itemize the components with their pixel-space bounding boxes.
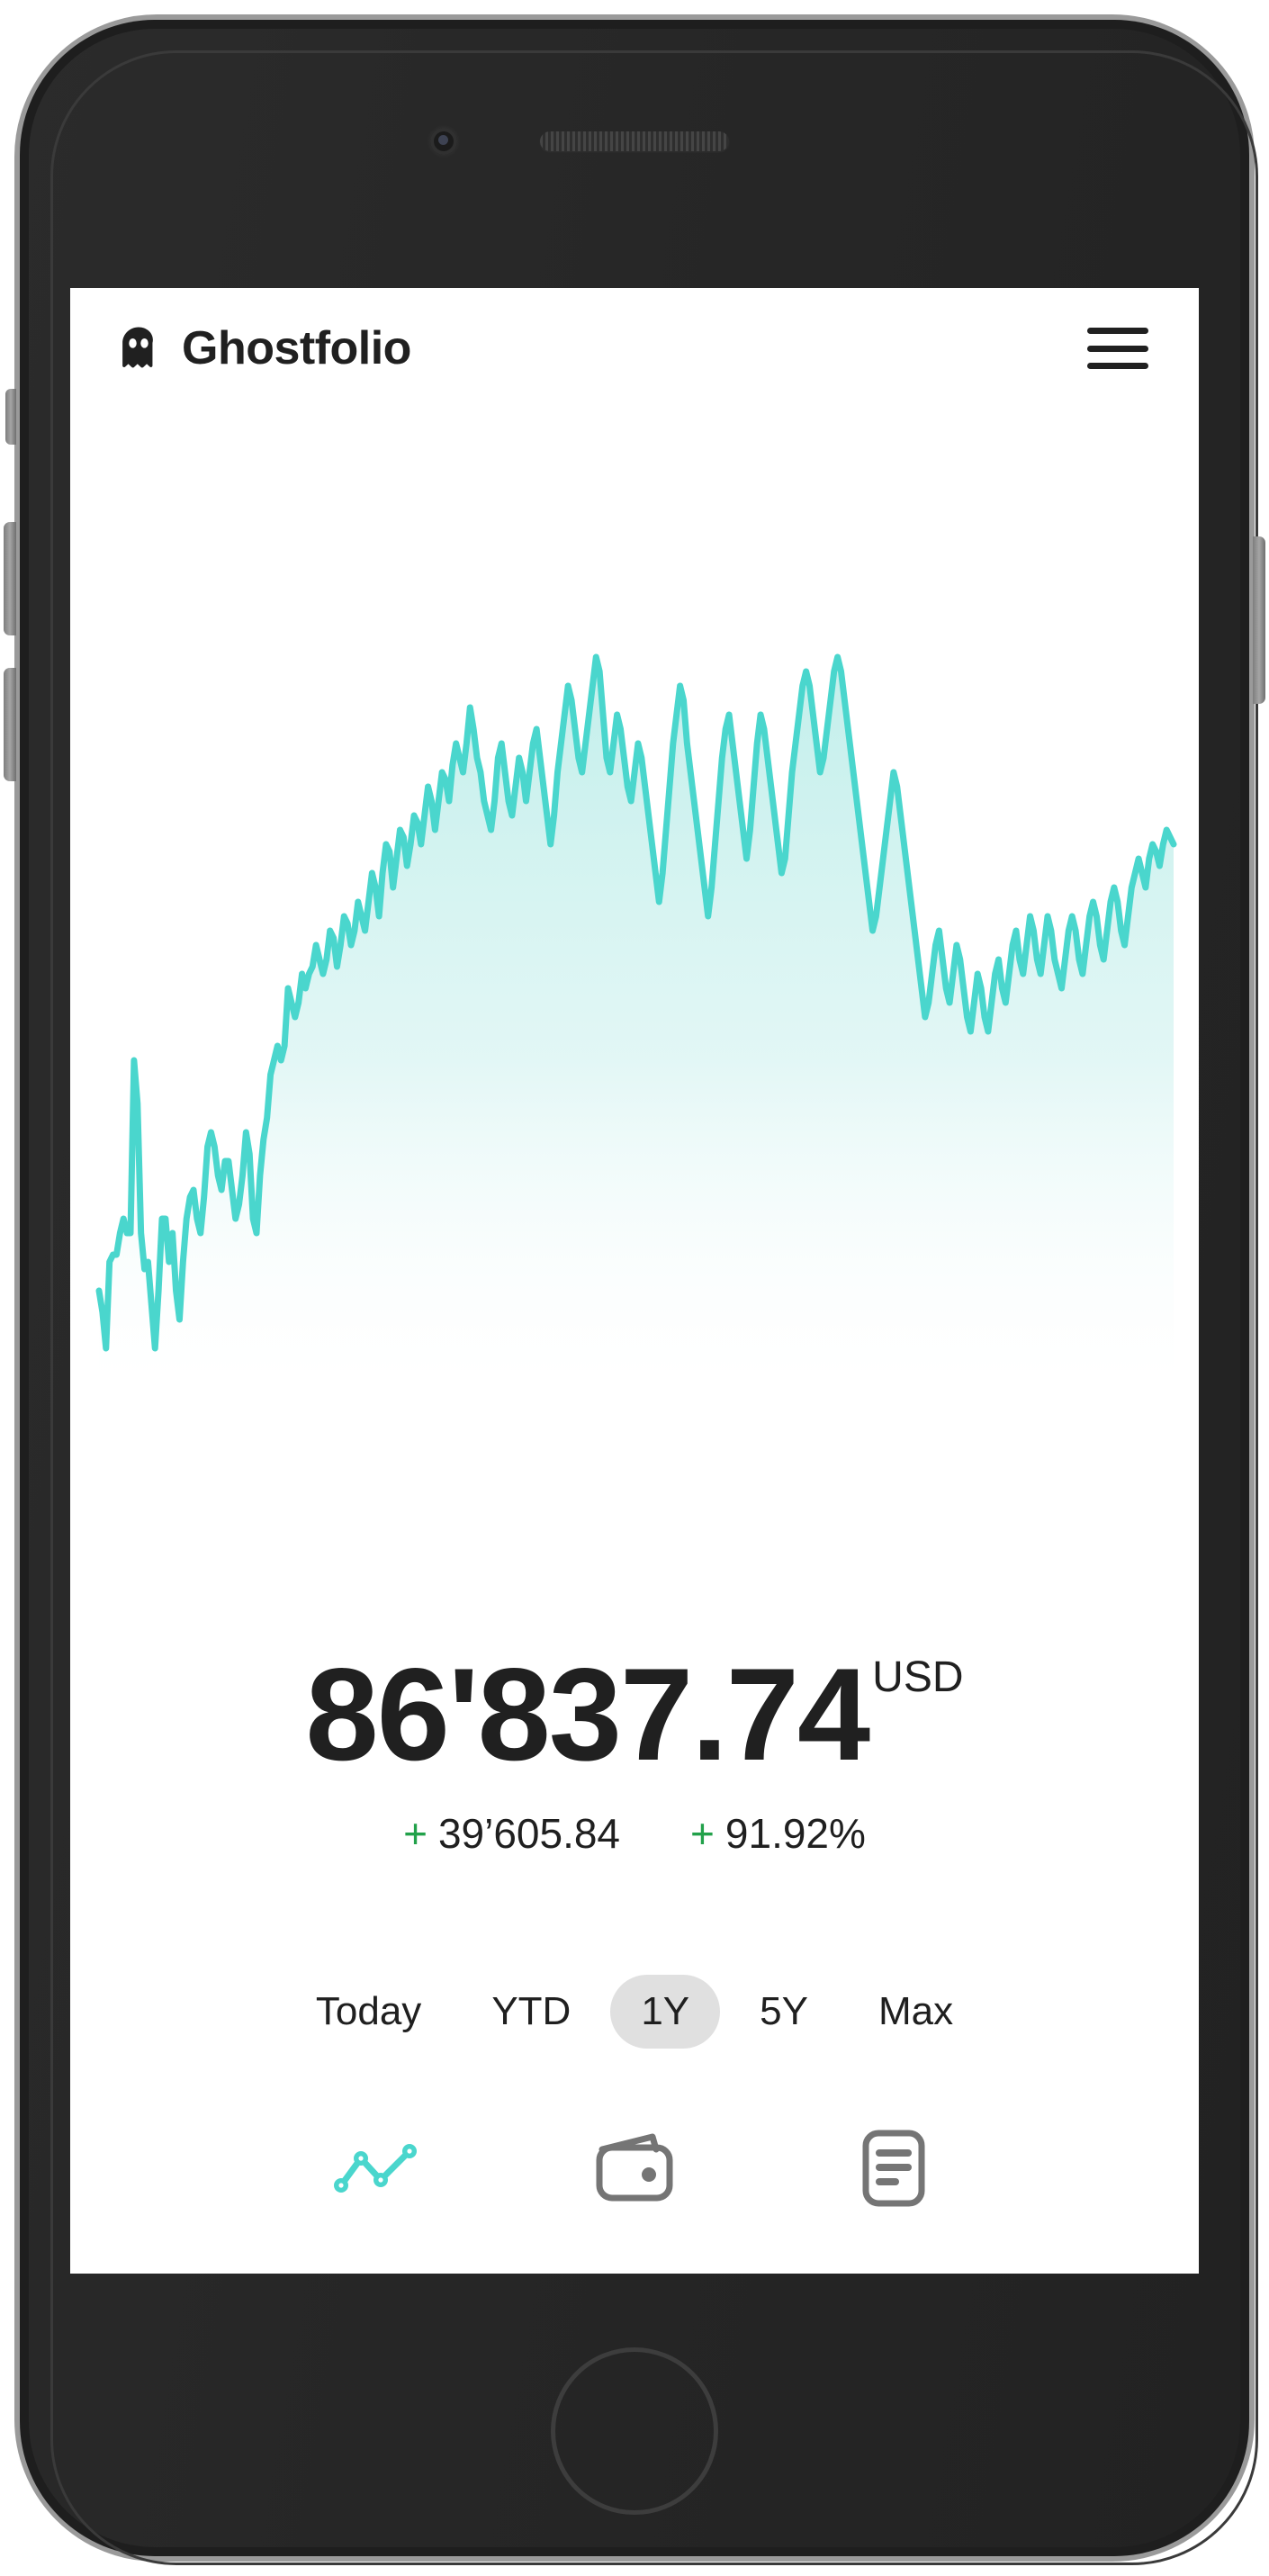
nav-item-overview[interactable] — [326, 2123, 425, 2213]
hamburger-bar-2 — [1087, 345, 1148, 352]
power-button[interactable] — [1253, 536, 1265, 704]
phone-inner-bezel — [50, 50, 1258, 2565]
chart-svg — [95, 653, 1177, 1386]
change-row: + 39’605.84 + 91.92% — [70, 1809, 1199, 1858]
value-row: 86'837.74 USD — [70, 1649, 1199, 1780]
nav-item-portfolio[interactable] — [585, 2123, 684, 2213]
portfolio-value: 86'837.74 — [305, 1641, 870, 1788]
tab-5y[interactable]: 5Y — [760, 1989, 808, 2033]
earpiece-speaker — [540, 131, 729, 151]
document-icon — [862, 2130, 925, 2207]
tab-1y[interactable]: 1Y — [610, 1975, 721, 2049]
volume-down-button[interactable] — [4, 668, 16, 781]
front-camera-icon — [430, 128, 457, 155]
ghost-icon — [122, 327, 153, 368]
tab-ytd[interactable]: YTD — [491, 1989, 572, 2033]
line-chart-icon — [334, 2144, 417, 2193]
nav-item-accounts[interactable] — [844, 2123, 943, 2213]
portfolio-performance-chart[interactable] — [70, 558, 1199, 1386]
wallet-icon — [596, 2133, 673, 2202]
absolute-change-sign: + — [403, 1810, 428, 1857]
absolute-change-value: 39’605.84 — [437, 1810, 621, 1857]
tab-today[interactable]: Today — [315, 1989, 422, 2033]
portfolio-value-block: 86'837.74 USD + 39’605.84 + 91.92% — [70, 1649, 1199, 1858]
hamburger-bar-1 — [1087, 328, 1148, 334]
brand-logo[interactable]: Ghostfolio — [115, 325, 411, 372]
tab-max[interactable]: Max — [878, 1989, 954, 2033]
app-header: Ghostfolio — [70, 288, 1199, 409]
volume-up-button[interactable] — [4, 522, 16, 635]
hamburger-bar-3 — [1087, 363, 1148, 369]
hamburger-menu-icon[interactable] — [1084, 320, 1152, 376]
silent-switch-button[interactable] — [5, 389, 16, 445]
phone-outer-bezel — [14, 14, 1255, 2562]
bottom-navigation — [70, 2101, 1199, 2236]
absolute-change: + 39’605.84 — [403, 1809, 620, 1858]
percent-change-sign: + — [690, 1810, 715, 1857]
percent-change-value: 91.92% — [724, 1810, 866, 1857]
date-range-tabs: Today YTD 1Y 5Y Max — [70, 1975, 1199, 2049]
home-button[interactable] — [551, 2347, 718, 2515]
brand-name: Ghostfolio — [182, 322, 411, 374]
percent-change: + 91.92% — [690, 1809, 866, 1858]
phone-screen: Ghostfolio — [70, 288, 1199, 2274]
portfolio-currency: USD — [872, 1653, 964, 1701]
